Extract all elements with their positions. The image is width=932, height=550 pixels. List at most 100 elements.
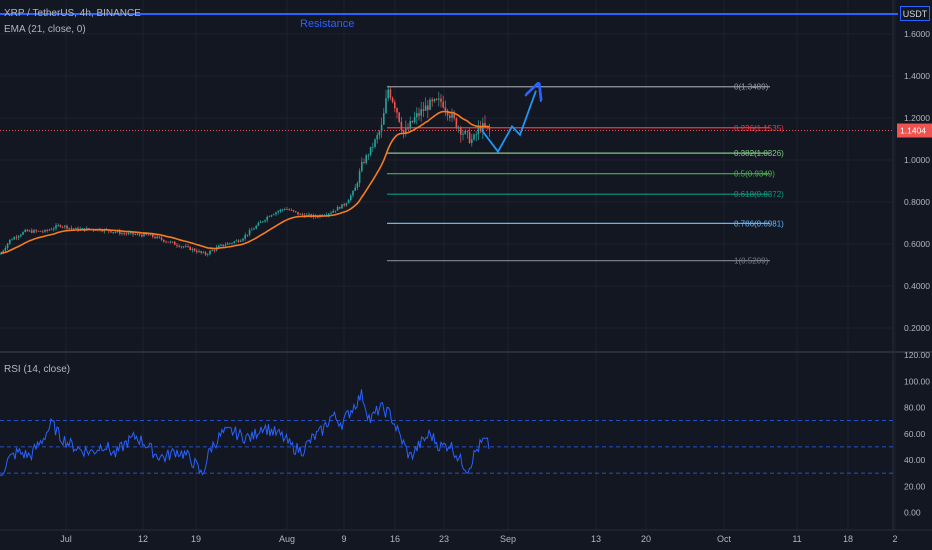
candle-body xyxy=(9,239,11,244)
projection-path xyxy=(481,91,536,154)
candle-body xyxy=(171,241,174,243)
candle-body xyxy=(339,207,341,209)
candle-body xyxy=(273,214,275,216)
candle-body xyxy=(411,121,414,123)
candle-body xyxy=(57,225,59,226)
candle-body xyxy=(231,242,233,244)
candle-body xyxy=(224,244,227,246)
candle-body xyxy=(402,130,405,134)
candle-body xyxy=(233,241,235,243)
candle-body xyxy=(446,110,449,116)
candle-body xyxy=(143,233,145,237)
candle-body xyxy=(158,236,161,238)
candle-body xyxy=(121,232,123,234)
candle-body xyxy=(356,183,359,188)
candle-body xyxy=(39,230,42,232)
time-tick-label: 16 xyxy=(390,534,400,544)
candle-body xyxy=(226,243,229,245)
candle-body xyxy=(81,228,84,230)
current-price-label: 1.1404 xyxy=(900,126,926,136)
price-tick-label: 0.2000 xyxy=(904,323,930,333)
price-tick-label: 1.0000 xyxy=(904,155,930,165)
candle-body xyxy=(127,232,130,234)
candle-body xyxy=(116,230,119,233)
candle-body xyxy=(237,240,240,242)
rsi-tick-label: 100.00 xyxy=(904,376,930,386)
candle-body xyxy=(418,113,420,116)
candle-body xyxy=(200,251,202,253)
candle-body xyxy=(123,232,125,234)
candle-body xyxy=(44,229,46,232)
time-tick-label: 11 xyxy=(792,534,801,544)
candle-body xyxy=(185,246,187,247)
candle-body xyxy=(449,115,451,118)
candle-body xyxy=(198,251,200,253)
candle-body xyxy=(295,211,297,213)
candle-body xyxy=(378,131,381,136)
candle-body xyxy=(473,134,475,140)
candle-body xyxy=(457,127,460,129)
candle-body xyxy=(125,233,128,235)
time-tick-label: Jul xyxy=(60,534,72,544)
candle-body xyxy=(70,227,73,229)
candle-body xyxy=(409,121,411,129)
rsi-line xyxy=(0,389,490,477)
candle-body xyxy=(429,99,431,110)
candle-body xyxy=(145,233,147,235)
candle-body xyxy=(413,117,416,123)
candle-body xyxy=(66,225,68,229)
candle-body xyxy=(471,139,473,143)
candle-body xyxy=(31,230,33,233)
candle-body xyxy=(178,245,180,247)
price-tick-label: 1.2000 xyxy=(904,113,930,123)
candle-body xyxy=(35,230,37,232)
rsi-tick-label: 120.00 xyxy=(904,350,930,360)
candle-body xyxy=(182,246,185,248)
candle-body xyxy=(46,229,48,231)
candle-body xyxy=(416,113,418,118)
candle-body xyxy=(37,230,40,232)
current-price-tag xyxy=(897,123,932,138)
candle-body xyxy=(464,131,466,134)
time-tick-label: 2 xyxy=(892,534,897,544)
candle-body xyxy=(141,234,143,237)
candle-body xyxy=(268,216,271,218)
candle-body xyxy=(275,212,277,215)
currency-button[interactable]: USDT xyxy=(900,6,930,21)
fib-level-label: 0.618(0.8372) xyxy=(734,190,784,199)
candle-body xyxy=(292,210,295,212)
candle-body xyxy=(149,234,152,236)
candle-body xyxy=(365,155,367,163)
candle-body xyxy=(174,241,176,245)
candle-body xyxy=(138,233,141,235)
candle-body xyxy=(398,112,400,122)
candle-body xyxy=(444,107,447,111)
candle-body xyxy=(147,234,150,236)
candle-body xyxy=(17,236,20,238)
candle-body xyxy=(156,236,158,239)
candle-body xyxy=(488,126,491,130)
candle-body xyxy=(343,204,345,206)
candle-body xyxy=(290,210,293,211)
candle-body xyxy=(466,131,469,132)
candle-body xyxy=(251,229,253,231)
candle-body xyxy=(163,239,165,242)
candle-body xyxy=(279,209,282,212)
candle-body xyxy=(358,171,361,184)
candle-body xyxy=(55,225,57,229)
ema-line xyxy=(0,110,490,254)
candle-body xyxy=(33,230,35,233)
candle-body xyxy=(380,124,383,132)
candle-body xyxy=(286,209,288,210)
candle-body xyxy=(130,232,132,234)
candle-body xyxy=(189,246,191,251)
candle-body xyxy=(427,105,429,110)
candle-body xyxy=(191,248,194,251)
candle-body xyxy=(431,99,433,102)
time-tick-label: 18 xyxy=(843,534,853,544)
candle-body xyxy=(336,207,339,211)
candle-body xyxy=(61,226,64,228)
candle-body xyxy=(4,247,7,251)
candle-body xyxy=(442,101,444,108)
